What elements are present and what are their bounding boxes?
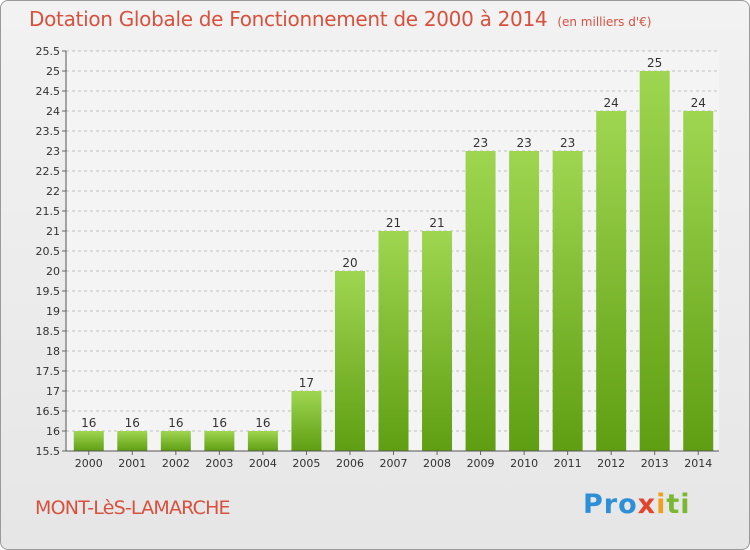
bar [291,391,322,451]
y-tick-label: 17 [46,385,60,398]
bar [422,231,453,451]
bar [509,151,540,451]
bar-data-label: 21 [386,216,401,230]
y-tick-label: 15.5 [36,445,61,458]
y-tick-label: 22 [46,185,60,198]
bar-data-label: 16 [81,416,96,430]
y-tick-label: 25.5 [36,45,61,58]
bar [596,111,627,451]
x-tick-label: 2005 [292,457,320,470]
y-tick-label: 16 [46,425,60,438]
y-tick-label: 20.5 [36,245,61,258]
bar [247,431,278,451]
x-tick-label: 2002 [162,457,190,470]
bar-data-label: 23 [560,136,575,150]
chart-unit: (en milliers d'€) [557,15,652,29]
bar [639,71,670,451]
bar [117,431,148,451]
y-tick-label: 24 [46,105,60,118]
y-tick-label: 21.5 [36,205,61,218]
bar-data-label: 17 [299,376,314,390]
bar [334,271,365,451]
y-tick-label: 20 [46,265,60,278]
bar [552,151,583,451]
bar-data-label: 24 [691,96,706,110]
chart-title-text: Dotation Globale de Fonctionnement de 20… [29,7,548,31]
bar [73,431,104,451]
y-tick-label: 24.5 [36,85,61,98]
x-tick-label: 2013 [641,457,669,470]
y-tick-label: 19.5 [36,285,61,298]
y-tick-label: 17.5 [36,365,61,378]
x-tick-label: 2008 [423,457,451,470]
bars: 16 16 16 16 16 17 20 21 21 23 23 23 24 25 24 [73,56,714,451]
y-tick-label: 23 [46,145,60,158]
y-tick-label: 25 [46,65,60,78]
bar-data-label: 25 [647,56,662,70]
x-tick-label: 2001 [118,457,146,470]
x-tick-label: 2007 [380,457,408,470]
y-tick-label: 21 [46,225,60,238]
bar-data-label: 16 [255,416,270,430]
x-tick-label: 2009 [467,457,495,470]
y-tick-label: 16.5 [36,405,61,418]
y-tick-label: 18 [46,345,60,358]
y-tick-label: 22.5 [36,165,61,178]
proxiti-logo: Proxiti [583,489,691,520]
y-tick-label: 18.5 [36,325,61,338]
bar-data-label: 16 [168,416,183,430]
x-tick-label: 2004 [249,457,277,470]
bar [378,231,409,451]
bar-data-label: 24 [604,96,619,110]
bar [465,151,496,451]
chart-title: Dotation Globale de Fonctionnement de 20… [29,7,651,31]
bar-data-label: 16 [212,416,227,430]
y-tick-label: 23.5 [36,125,61,138]
x-tick-label: 2012 [597,457,625,470]
x-tick-label: 2003 [205,457,233,470]
bar [204,431,235,451]
bar-data-label: 23 [473,136,488,150]
x-tick-label: 2000 [75,457,103,470]
x-tick-label: 2006 [336,457,364,470]
x-tick-label: 2011 [554,457,582,470]
bar [683,111,714,451]
bar-data-label: 23 [516,136,531,150]
bar [160,431,191,451]
bar-data-label: 21 [429,216,444,230]
axes: 15.5 16 16.5 17 17.5 18 18.5 19 19.5 20 20.5 21 21.5… [36,45,719,470]
x-tick-label: 2014 [684,457,712,470]
commune-name: MONT-LèS-LAMARCHE [35,497,231,519]
x-tick-label: 2010 [510,457,538,470]
bar-data-label: 20 [342,256,357,270]
bar-data-label: 16 [125,416,140,430]
y-tick-label: 19 [46,305,60,318]
